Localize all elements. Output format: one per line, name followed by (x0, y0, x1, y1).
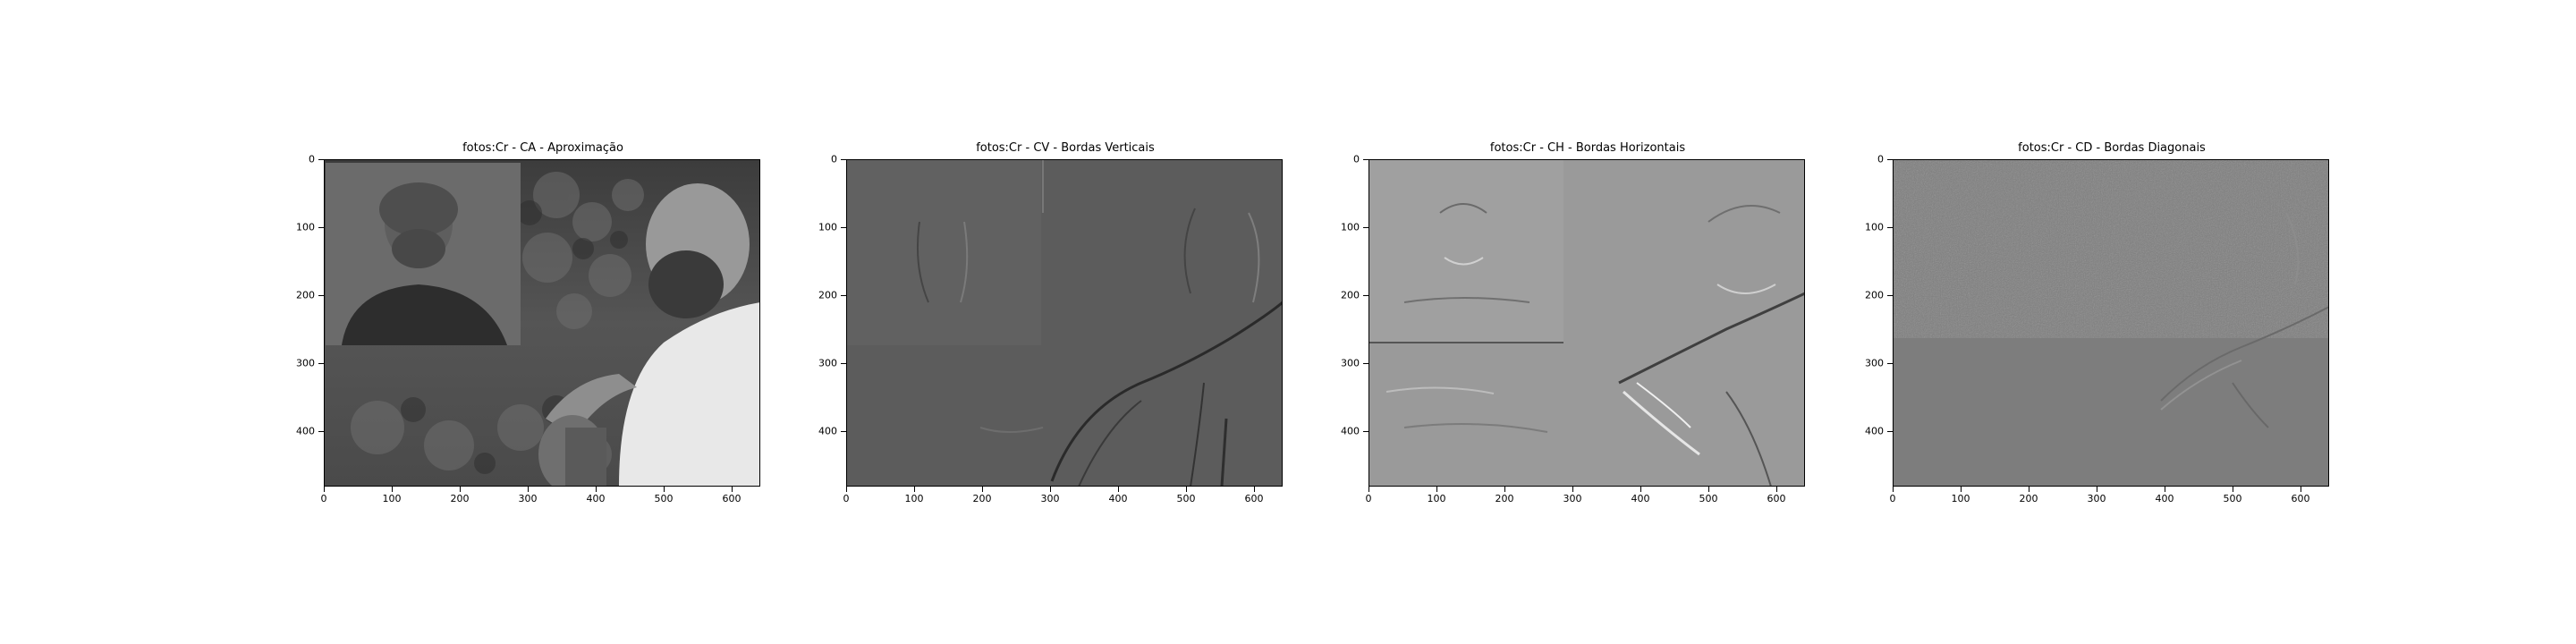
x-tick-label: 500 (654, 493, 674, 504)
y-tick-label: 400 (1865, 425, 1884, 437)
x-tick-label: 300 (1040, 493, 1060, 504)
x-tick-label: 400 (1631, 493, 1650, 504)
x-tick-label: 300 (1563, 493, 1582, 504)
vertical-edges-image (846, 159, 1283, 487)
x-tick-label: 0 (1365, 493, 1372, 504)
y-tick-label: 100 (1865, 221, 1884, 233)
y-tick-label: 400 (818, 425, 837, 437)
y-tick-label: 100 (1341, 221, 1360, 233)
y-tick-label: 0 (1353, 153, 1360, 165)
x-tick-label: 300 (518, 493, 538, 504)
x-tick-label: 100 (382, 493, 402, 504)
y-tick-label: 300 (1341, 357, 1360, 369)
x-tick-label: 200 (450, 493, 470, 504)
x-tick-label: 500 (1699, 493, 1718, 504)
panel-horizontal: fotos:Cr - CH - Bordas Horizontais 0 (1341, 0, 1905, 644)
panel-diagonal: fotos:Cr - CD - Bordas Diagonais 0 100 (1865, 0, 2429, 644)
y-tick-label: 400 (296, 425, 315, 437)
y-tick-label: 200 (1341, 289, 1360, 301)
x-tick-label: 300 (2087, 493, 2106, 504)
x-tick-label: 600 (1244, 493, 1264, 504)
x-tick-label: 400 (586, 493, 606, 504)
y-tick-label: 0 (309, 153, 315, 165)
x-tick-label: 600 (2291, 493, 2310, 504)
y-tick-label: 300 (296, 357, 315, 369)
y-tick-label: 0 (1877, 153, 1884, 165)
y-tick-label: 200 (1865, 289, 1884, 301)
panel-vertical: fotos:Cr - CV - Bordas Verticais 0 100 2… (818, 0, 1383, 644)
x-tick-label: 100 (1951, 493, 1970, 504)
x-tick-label: 200 (1495, 493, 1514, 504)
x-tick-label: 0 (843, 493, 850, 504)
y-tick-label: 0 (831, 153, 837, 165)
x-tick-label: 400 (1108, 493, 1128, 504)
y-tick-label: 200 (818, 289, 837, 301)
diagonal-edges-image (1893, 159, 2329, 487)
x-tick-label: 100 (904, 493, 924, 504)
x-tick-label: 600 (722, 493, 741, 504)
x-tick-label: 200 (2019, 493, 2038, 504)
panel-title: fotos:Cr - CD - Bordas Diagonais (2018, 141, 2206, 155)
y-tick-label: 100 (818, 221, 837, 233)
horizontal-edges-image (1368, 159, 1805, 487)
x-tick-label: 100 (1427, 493, 1446, 504)
y-tick-label: 100 (296, 221, 315, 233)
panel-title: fotos:Cr - CH - Bordas Horizontais (1489, 141, 1686, 155)
y-tick-label: 300 (818, 357, 837, 369)
x-tick-label: 400 (2155, 493, 2174, 504)
x-tick-label: 500 (1176, 493, 1196, 504)
x-tick-label: 600 (1767, 493, 1786, 504)
y-tick-label: 400 (1341, 425, 1360, 437)
panel-approximation: fotos:Cr - CA - Aproximação (296, 0, 860, 644)
panel-title: fotos:Cr - CA - Aproximação (462, 141, 623, 155)
approximation-image (324, 159, 760, 487)
y-tick-label: 300 (1865, 357, 1884, 369)
x-tick-label: 0 (1889, 493, 1896, 504)
x-tick-label: 0 (320, 493, 327, 504)
x-tick-label: 500 (2223, 493, 2242, 504)
x-tick-label: 200 (972, 493, 992, 504)
panel-title: fotos:Cr - CV - Bordas Verticais (976, 141, 1155, 155)
y-tick-label: 200 (296, 289, 315, 301)
